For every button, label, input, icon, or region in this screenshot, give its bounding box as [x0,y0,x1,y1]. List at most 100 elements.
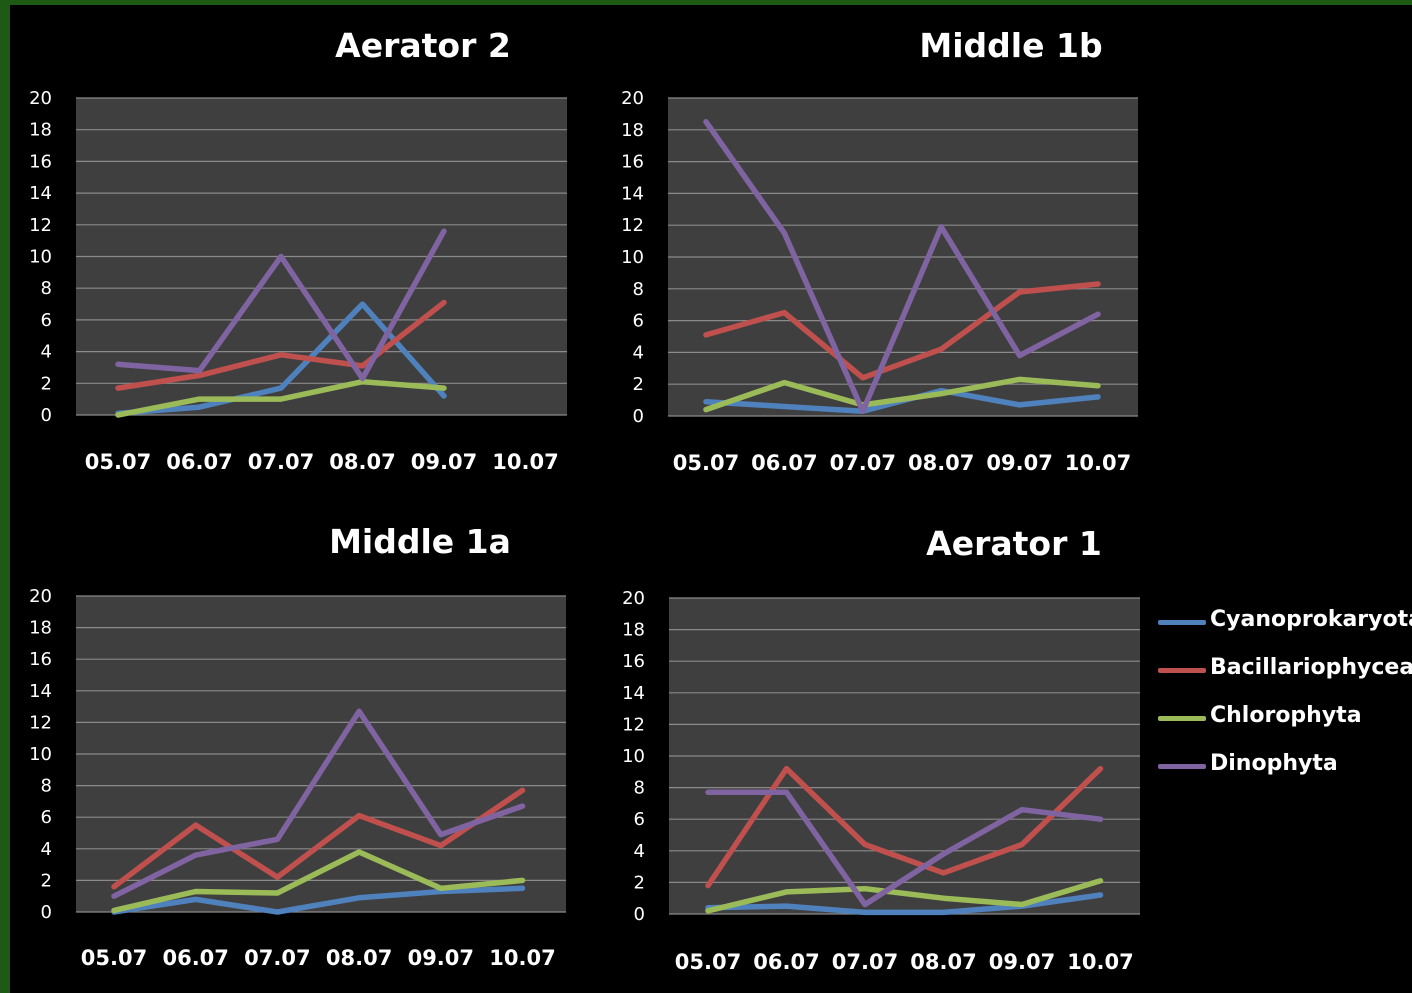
y-tick-label: 18 [622,620,645,641]
legend-swatch [1158,668,1206,673]
y-tick-label: 6 [633,311,644,332]
y-tick-label: 6 [634,809,645,830]
chart-panel-3: 0 2 4 6 8 10 12 14 16 18 20 05.07 06.07 07.07 08.07 09.… [29,522,566,970]
series-line-chlorophyta [111,849,526,914]
y-tick-label: 2 [41,373,52,394]
x-tick-label: 05.07 [673,451,739,475]
x-tick-label: 07.07 [248,450,314,474]
x-tick-label: 09.07 [408,946,474,970]
x-tick-label: 08.07 [326,946,392,970]
series-line-bacillariophyceae [705,765,1104,889]
y-tick-label: 20 [29,88,52,109]
y-tick-label: 4 [633,342,644,363]
x-tick-label: 10.07 [492,450,558,474]
x-tick-label: 08.07 [910,950,976,974]
y-tick-label: 18 [29,618,52,639]
series-line-bacillariophyceae [703,281,1101,381]
legend-item-chlorophyta: Chlorophyta [1158,699,1412,747]
y-tick-label: 14 [622,683,645,704]
x-tick-label: 09.07 [986,451,1052,475]
y-tick-label: 14 [29,681,52,702]
legend-label: Dinophyta [1210,751,1338,776]
y-tick-label: 20 [621,88,644,109]
y-tick-label: 20 [29,586,52,607]
y-tick-label: 18 [621,120,644,141]
chart-panel-1: 0 2 4 6 8 10 12 14 16 18 20 05.07 06.07 07.07 08.07 09.… [29,26,567,474]
y-tick-label: 0 [634,904,645,925]
y-tick-label: 10 [29,247,52,268]
y-tick-label: 2 [633,374,644,395]
y-tick-label: 4 [41,342,52,363]
y-tick-label: 20 [622,588,645,609]
x-tick-label: 07.07 [830,451,896,475]
series-line-bacillariophyceae [111,787,526,890]
x-tick-label: 09.07 [989,950,1055,974]
legend-item-bacillariophyceae: Bacillariophyceae [1158,651,1412,699]
x-tick-label: 07.07 [832,950,898,974]
x-tick-label: 05.07 [81,946,147,970]
y-tick-label: 12 [29,712,52,733]
y-tick-label: 8 [633,279,644,300]
y-tick-label: 16 [29,649,52,670]
x-tick-label: 07.07 [244,946,310,970]
y-tick-label: 10 [29,744,52,765]
legend-swatch [1158,716,1206,721]
legend: Cyanoprokaryota Bacillariophyceae Chloroph… [1158,603,1412,795]
chart-panel-2: 0 2 4 6 8 10 12 14 16 18 20 05.07 06.07 07.07 08.07 09.… [621,26,1138,475]
series-line-dinophyta [111,708,526,899]
y-tick-label: 16 [621,152,644,173]
y-tick-label: 14 [621,183,644,204]
legend-swatch [1158,764,1206,769]
y-tick-label: 14 [29,183,52,204]
y-tick-label: 2 [41,870,52,891]
y-tick-label: 10 [622,746,645,767]
series-line-dinophyta [115,228,447,382]
y-tick-label: 12 [621,215,644,236]
x-tick-label: 08.07 [908,451,974,475]
chart-title: Middle 1b [919,26,1102,65]
series-line-chlorophyta [705,878,1104,914]
x-tick-label: 10.07 [1065,451,1131,475]
chart-title: Middle 1a [329,522,511,561]
x-tick-label: 06.07 [166,450,232,474]
series-line-cyanoprokaryota [111,885,526,915]
series-line-chlorophyta [703,376,1101,413]
slide-frame: 0 2 4 6 8 10 12 14 16 18 20 05.07 06.07 07.07 08.07 09.… [10,5,1412,993]
series-line-chlorophyta [115,378,447,418]
y-tick-label: 8 [41,776,52,797]
y-tick-label: 0 [41,405,52,426]
y-tick-label: 16 [622,651,645,672]
legend-swatch [1158,620,1206,625]
y-tick-label: 0 [633,406,644,427]
series-line-dinophyta [705,789,1104,908]
y-tick-label: 18 [29,120,52,141]
y-tick-label: 2 [634,872,645,893]
x-tick-label: 05.07 [675,950,741,974]
y-tick-label: 0 [41,902,52,923]
legend-label: Bacillariophyceae [1210,655,1412,680]
x-tick-label: 10.07 [1067,950,1133,974]
series-line-dinophyta [703,119,1101,414]
y-tick-label: 6 [41,807,52,828]
legend-item-cyanoprokaryota: Cyanoprokaryota [1158,603,1412,651]
y-tick-label: 12 [622,714,645,735]
series-line-cyanoprokaryota [705,892,1104,916]
y-tick-label: 8 [634,778,645,799]
legend-item-dinophyta: Dinophyta [1158,747,1412,795]
chart-title: Aerator 1 [926,524,1102,563]
y-tick-label: 6 [41,310,52,331]
chart-title: Aerator 2 [335,26,511,65]
y-tick-label: 8 [41,278,52,299]
legend-label: Cyanoprokaryota [1210,607,1412,632]
x-tick-label: 06.07 [753,950,819,974]
y-tick-label: 4 [41,839,52,860]
y-tick-label: 12 [29,215,52,236]
y-tick-label: 4 [634,841,645,862]
chart-panel-4: 0 2 4 6 8 10 12 14 16 18 20 05.07 06.07 07.07 08.07 09.… [622,524,1140,974]
legend-label: Chlorophyta [1210,703,1362,728]
x-tick-label: 06.07 [162,946,228,970]
y-tick-label: 10 [621,247,644,268]
x-tick-label: 05.07 [85,450,151,474]
x-tick-label: 09.07 [411,450,477,474]
